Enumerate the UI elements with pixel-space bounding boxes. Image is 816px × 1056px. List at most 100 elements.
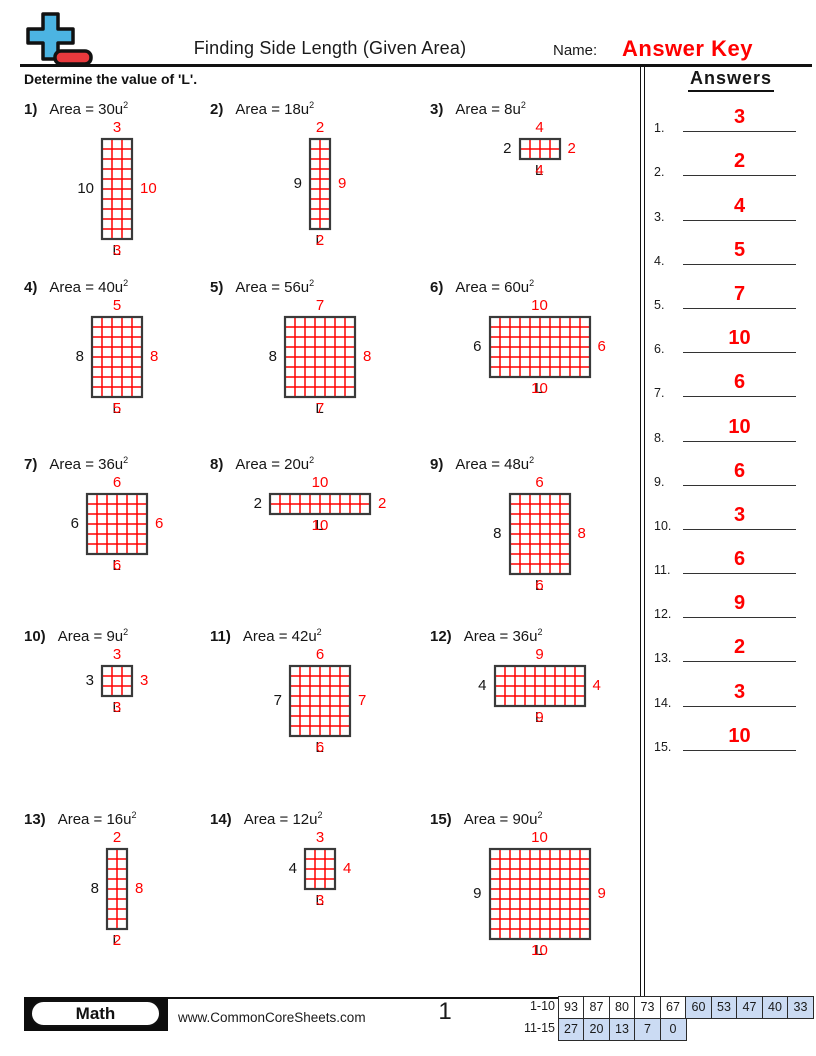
problem-number: 3)	[430, 101, 444, 118]
problem-area-label: Area = 18u2	[235, 100, 315, 118]
answer-row-10: 10. 3	[650, 492, 812, 536]
score-cell: 40	[761, 996, 789, 1019]
answer-row-11: 11. 6	[650, 536, 812, 580]
problems-area: 1) Area = 30u2 3 10 10 L 3 2) Area = 18u2 2 9 9 L 2 3)…	[24, 96, 649, 986]
problem-header: 11) Area = 42u2	[210, 627, 430, 645]
answer-row-14: 14. 3	[650, 668, 812, 712]
right-side-label: 6	[597, 338, 606, 355]
right-side-label: 10	[140, 180, 157, 197]
answer-blank-line	[683, 307, 796, 309]
problem-number: 8)	[210, 456, 224, 473]
bottom-answer-overlay: 9	[535, 709, 544, 726]
website-url: www.CommonCoreSheets.com	[178, 1010, 366, 1025]
problem-area-label: Area = 36u2	[463, 627, 543, 645]
answer-row-4: 4. 5	[650, 227, 812, 271]
bottom-answer-overlay: 10	[311, 517, 329, 534]
problem-5: 5) Area = 56u2 7 8 8 L 7	[210, 274, 430, 451]
answer-row-3: 3. 4	[650, 182, 812, 226]
problem-header: 8) Area = 20u2	[210, 455, 430, 473]
answer-value: 3	[733, 680, 746, 703]
unknown-L-label: L	[534, 709, 544, 726]
problem-header: 10) Area = 9u2	[24, 627, 210, 645]
problem-header: 2) Area = 18u2	[210, 100, 430, 118]
unknown-L-label: L	[534, 162, 544, 179]
right-side-label: 7	[358, 692, 367, 709]
unit-grid	[90, 315, 144, 399]
score-cell: 33	[787, 996, 814, 1019]
score-cell: 47	[736, 996, 763, 1019]
answer-value: 3	[733, 503, 746, 526]
problem-header: 13) Area = 16u2	[24, 810, 210, 828]
answer-number: 5.	[654, 297, 665, 312]
problem-area-label: Area = 16u2	[57, 810, 137, 828]
answer-number: 3.	[654, 209, 665, 224]
answer-value: 6	[733, 459, 746, 482]
answer-row-9: 9. 6	[650, 448, 812, 492]
unit-grid	[288, 664, 352, 738]
right-side-label: 8	[363, 348, 372, 365]
top-side-label: 10	[531, 829, 548, 846]
answer-key-label: Answer Key	[622, 36, 753, 61]
top-side-label: 5	[112, 297, 122, 314]
problem-row: 10) Area = 9u2 3 3 3 L 3 11) Area = 42u2 6 7 7 L 6 12)…	[24, 623, 649, 806]
top-side-label: 3	[315, 829, 325, 846]
problem-number: 12)	[430, 628, 452, 645]
right-side-label: 3	[140, 672, 149, 689]
problem-12: 12) Area = 36u2 9 4 4 L 9	[430, 623, 649, 806]
math-badge: Math	[24, 997, 168, 1031]
top-side-label: 9	[535, 646, 544, 663]
top-side-label: 6	[535, 474, 544, 491]
bottom-side-label: L 10	[430, 941, 649, 959]
left-side-label: 8	[493, 525, 502, 542]
footer-rule	[24, 997, 810, 999]
left-side-label: 8	[90, 880, 99, 897]
unknown-L-label: L	[112, 699, 121, 716]
problem-11: 11) Area = 42u2 6 7 7 L 6	[210, 623, 430, 806]
answer-row-15: 15. 10	[650, 713, 812, 757]
page-title: Finding Side Length (Given Area)	[193, 38, 467, 58]
bottom-answer-overlay: 6	[112, 557, 122, 574]
answer-rows: 1. 3 2. 2 3. 4 4. 5 5. 7 6. 10 7. 6 8. 10 9. 6 10. 3 11. 6 12.…	[650, 94, 812, 757]
problem-number: 10)	[24, 628, 46, 645]
plus-minus-logo-icon	[26, 12, 93, 66]
problem-1: 1) Area = 30u2 3 10 10 L 3	[24, 96, 210, 274]
problem-area-label: Area = 90u2	[463, 810, 543, 828]
answer-value: 10	[728, 724, 751, 747]
answer-blank-line	[683, 617, 796, 619]
top-side-label: 2	[112, 829, 122, 846]
top-side-label: 10	[531, 297, 548, 314]
bottom-answer-overlay: 10	[531, 380, 548, 397]
left-side-label: 10	[77, 180, 94, 197]
left-side-label: 4	[478, 677, 487, 694]
answer-number: 15.	[654, 739, 672, 754]
answer-row-12: 12. 9	[650, 580, 812, 624]
answer-blank-line	[683, 661, 796, 663]
answer-number: 1.	[654, 121, 665, 136]
math-badge-label: Math	[30, 1000, 161, 1027]
left-side-label: 9	[473, 885, 482, 902]
unknown-L-label: L	[315, 400, 324, 417]
right-side-label: 4	[343, 860, 352, 877]
right-side-label: 2	[567, 140, 576, 157]
answer-blank-line	[683, 484, 796, 486]
answer-number: 9.	[654, 474, 665, 489]
score-row: 1-10 93 87 80 73 67 60 53 47 40 33	[513, 996, 814, 1019]
unknown-L-label: L	[534, 942, 544, 959]
problem-row: 7) Area = 36u2 6 6 6 L 6 8) Area = 20u2 10 2 2 L 10 9)…	[24, 451, 649, 623]
problem-area-label: Area = 40u2	[49, 278, 129, 296]
bottom-answer-overlay: 10	[531, 942, 548, 959]
